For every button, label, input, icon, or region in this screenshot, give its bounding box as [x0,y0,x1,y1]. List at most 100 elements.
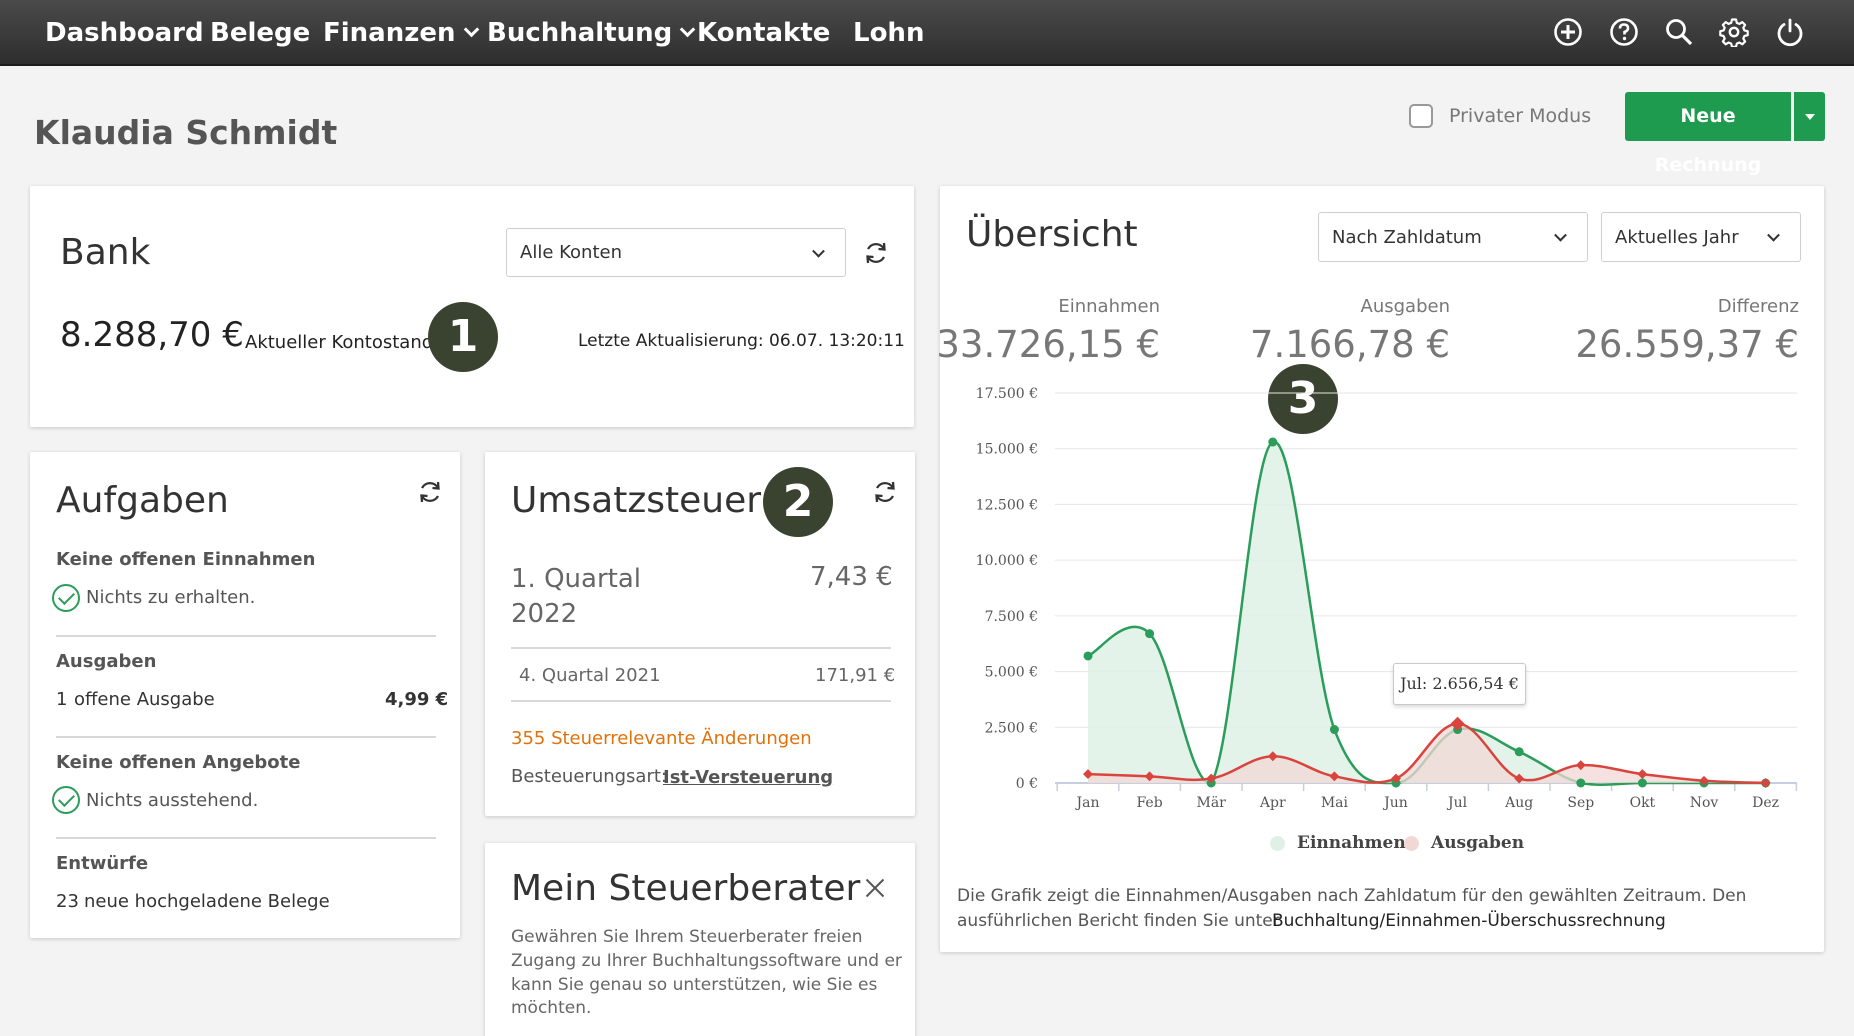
vat-title: Umsatzsteuer [511,480,762,521]
legend-income[interactable]: Einnahmen [1270,833,1406,853]
nav-finanzen[interactable]: Finanzen [323,18,479,48]
chart-tooltip: Jul: 2.656,54 € [1393,663,1526,705]
account-select[interactable]: Alle Konten [506,228,846,277]
task-offers-text: Nichts ausstehend. [86,790,259,811]
expenses-point [1083,769,1093,780]
bank-balance: 8.288,70 € [60,315,244,355]
tax-changes-link[interactable]: 355 Steuerrelevante Änderungen [511,728,812,749]
expenses-point [1637,769,1648,780]
vat-previous-period: 4. Quartal 2021 [519,665,661,686]
expenses-point [1206,773,1217,784]
new-invoice-dropdown-button[interactable] [1794,92,1825,141]
new-invoice-button[interactable]: Neue Rechnung [1625,92,1791,176]
kpi-difference-label: Differenz [1717,296,1799,317]
date-basis-value: Nach Zahldatum [1332,226,1482,248]
search-icon[interactable] [1664,17,1694,47]
y-tick-label: 0 € [1016,776,1038,792]
chevron-down-icon [463,21,479,38]
x-tick-label: Dez [1752,795,1779,811]
income-area [1088,441,1766,785]
task-heading-expenses[interactable]: Ausgaben [56,651,157,672]
nav-belege[interactable]: Belege [210,18,311,48]
y-tick-label: 7.500 € [985,609,1038,625]
x-tick-label: Jul [1446,795,1468,811]
account-select-value: Alle Konten [520,242,622,263]
period-select[interactable]: Aktuelles Jahr [1601,212,1801,262]
step-badge-2: 2 [763,467,833,537]
refresh-icon[interactable] [416,478,444,506]
bank-title: Bank [60,232,151,273]
kpi-expenses-value: 7.166,78 € [1249,323,1450,366]
income-point [1268,437,1278,447]
private-mode-checkbox[interactable] [1409,104,1433,128]
refresh-icon[interactable] [871,478,899,506]
tax-advisor-title: Mein Steuerberater [511,868,861,909]
bank-balance-label: Aktueller Kontostand [245,332,434,353]
x-tick-label: Feb [1136,795,1162,811]
add-circle-icon[interactable] [1553,17,1583,47]
task-heading-offers[interactable]: Keine offenen Angebote [56,752,301,773]
settings-gear-icon[interactable] [1719,17,1749,47]
divider [511,700,891,702]
power-icon[interactable] [1775,17,1805,47]
vat-current-amount: 7,43 € [810,562,893,592]
overview-title: Übersicht [966,214,1138,255]
overview-footer-text: Die Grafik zeigt die Einnahmen/Ausgaben … [957,886,1747,906]
kpi-income-label: Einnahmen [1058,296,1160,317]
income-point [1329,725,1339,735]
x-tick-label: Mär [1197,795,1227,811]
tax-advisor-text-line: möchten. [511,998,592,1018]
income-surplus-report-link[interactable]: Buchhaltung/Einnahmen-Überschussrechnung [1272,911,1666,931]
open-expense-text[interactable]: offene Ausgabe [74,689,215,710]
drafts-count: 23 [56,891,79,912]
help-icon[interactable] [1609,17,1639,47]
divider [56,837,436,839]
period-value: Aktuelles Jahr [1615,226,1739,248]
date-basis-select[interactable]: Nach Zahldatum [1318,212,1588,262]
y-tick-label: 12.500 € [976,497,1038,513]
y-tick-label: 2.500 € [985,720,1038,736]
page-title: Klaudia Schmidt [34,113,338,152]
taxation-type-link[interactable]: Ist-Versteuerung [663,767,834,788]
private-mode-toggle[interactable]: Privater Modus [1409,104,1591,128]
task-heading-drafts[interactable]: Entwürfe [56,853,149,874]
bank-card: Bank Alle Konten 8.288,70 € Aktueller Ko… [30,186,914,427]
tasks-title: Aufgaben [56,480,229,521]
nav-dashboard[interactable]: Dashboard [45,18,204,48]
vat-card: Umsatzsteuer 2 1. Quartal 2022 7,43 € 4.… [485,452,915,816]
task-heading-income[interactable]: Keine offenen Einnahmen [56,549,316,570]
legend-expenses-swatch [1404,835,1419,851]
nav-kontakte[interactable]: Kontakte [697,18,831,48]
private-mode-label: Privater Modus [1449,105,1592,127]
divider [56,635,436,637]
legend-expenses[interactable]: Ausgaben [1404,833,1524,853]
expenses-point [1391,773,1401,784]
step-badge-1: 1 [428,302,498,372]
income-expense-chart: 0 € 2.500 € 5.000 € 7.500 € 10.000 € 12.500 €… [976,386,1798,811]
divider [511,647,891,649]
x-tick-label: Jan [1075,795,1100,811]
y-tick-label: 17.500 € [976,386,1038,402]
expenses-point [1329,771,1340,782]
chevron-down-icon [1767,228,1780,242]
check-circle-icon [52,584,80,612]
nav-lohn[interactable]: Lohn [853,18,925,48]
drafts-text[interactable]: neue hochgeladene Belege [84,891,330,912]
check-circle-icon [52,786,80,814]
income-point [1083,651,1093,661]
chevron-down-icon [680,21,696,38]
refresh-icon[interactable] [862,239,890,267]
task-income-text: Nichts zu erhalten. [86,587,256,608]
income-line [1087,440,1766,787]
tax-advisor-text-line: Zugang zu Ihrer Buchhaltungssoftware und… [511,951,902,971]
nav-buchhaltung[interactable]: Buchhaltung [487,18,696,48]
close-icon[interactable] [865,878,885,898]
x-tick-label: Mai [1321,795,1349,811]
y-tick-label: 5.000 € [985,665,1038,681]
kpi-expenses-label: Ausgaben [1360,296,1450,317]
chevron-down-icon [1554,228,1567,242]
step-badge-3: 3 [1268,364,1338,434]
income-point [1145,629,1155,639]
open-expense-amount: 4,99 € [385,689,449,710]
expenses-point [1514,773,1525,784]
